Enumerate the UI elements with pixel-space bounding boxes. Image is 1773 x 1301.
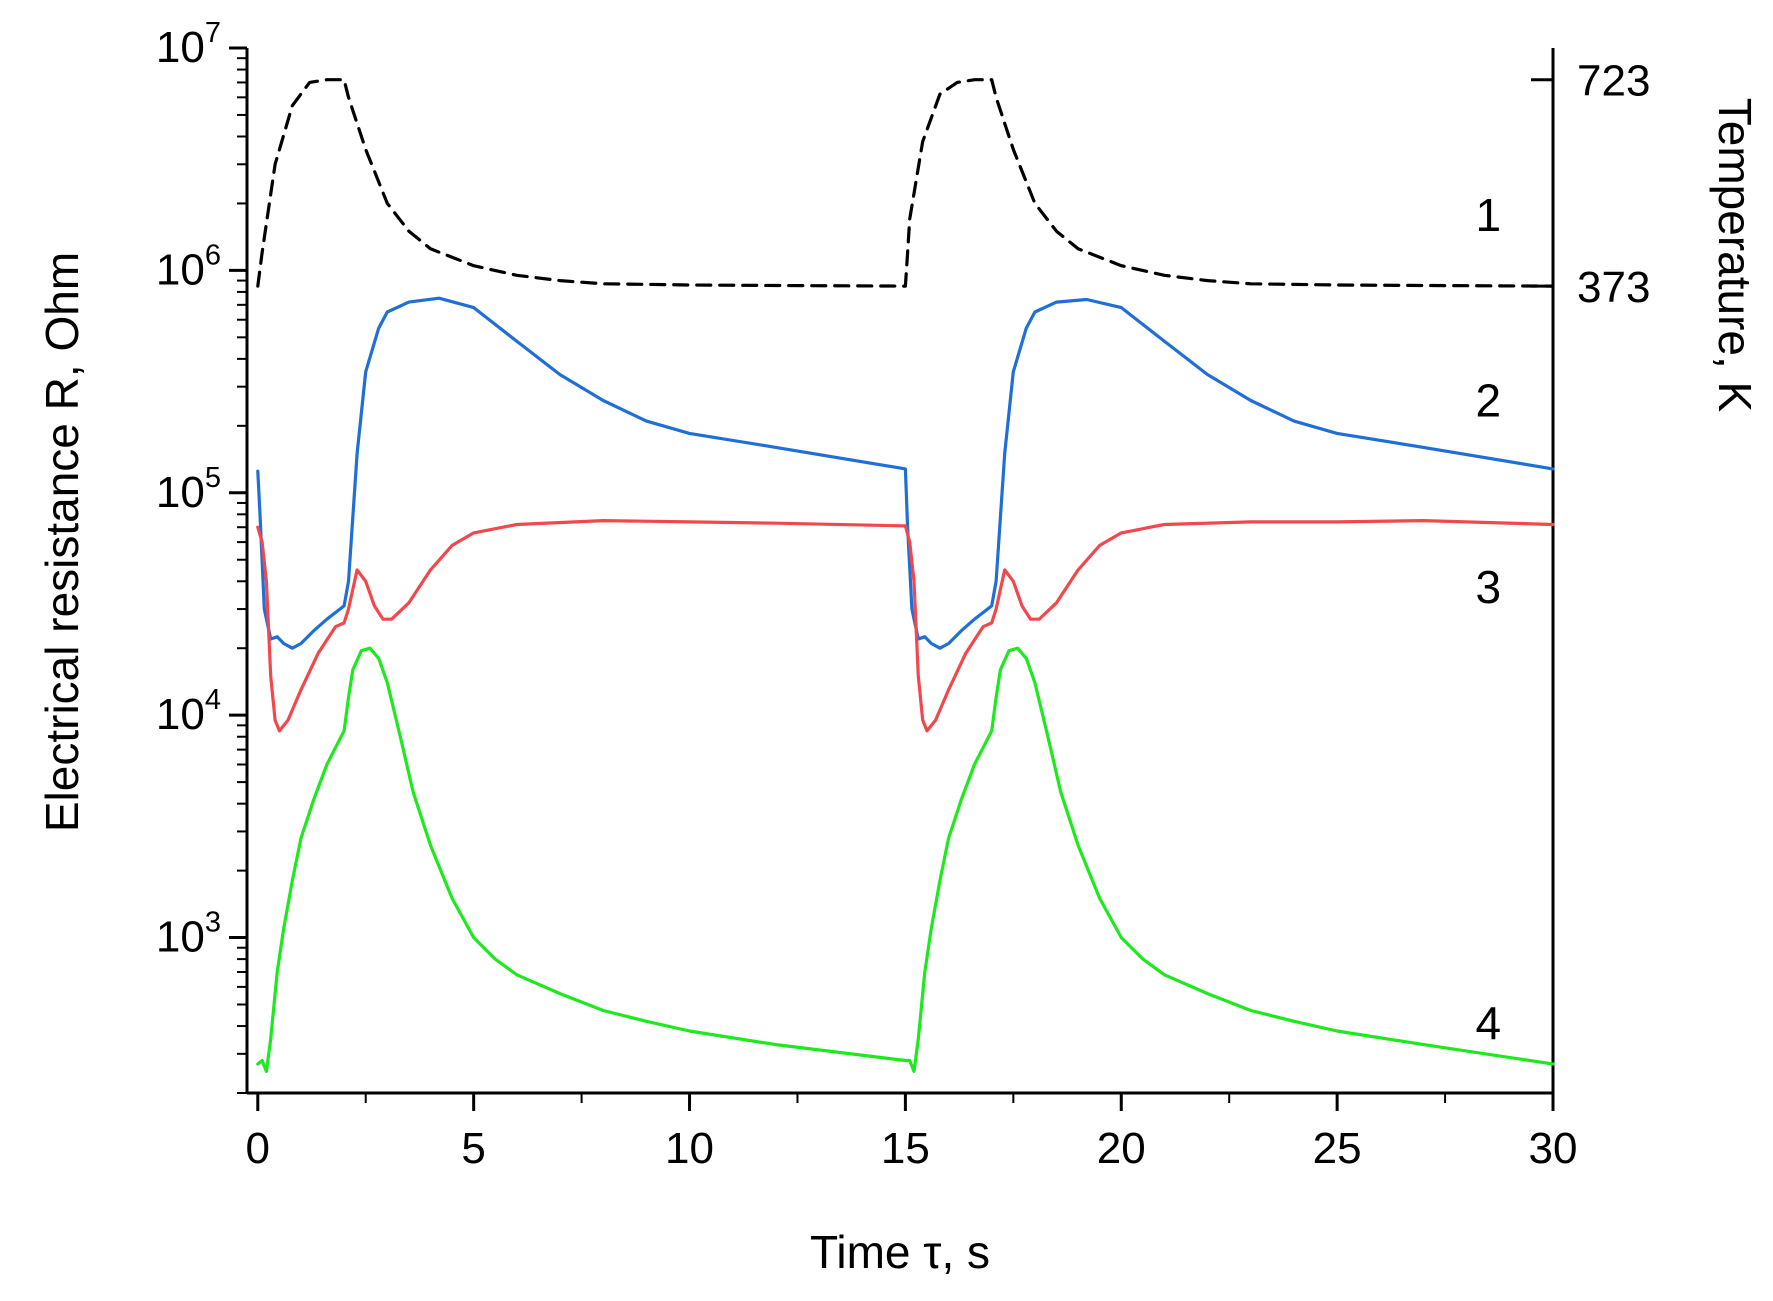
y-axis-title: Electrical resistance R, Ohm: [36, 252, 88, 832]
y-tick-label: 105: [156, 462, 221, 517]
series-1-line: [256, 78, 1555, 288]
x-tick-label: 30: [1529, 1124, 1578, 1173]
labels-layer: 1 2 3 4: [1475, 189, 1501, 1049]
x-axis-title: Time τ, s: [810, 1226, 990, 1278]
y-tick-label: 107: [156, 17, 221, 72]
x-tick-label: 15: [881, 1124, 930, 1173]
axes: 0 5 10 15 20 25 30 103 104 105 106 107 723 373: [156, 17, 1651, 1173]
series-4-line: [256, 646, 1555, 1073]
y-tick-label: 106: [156, 239, 221, 294]
x-tick-label: 25: [1313, 1124, 1362, 1173]
y-tick-label: 103: [156, 907, 221, 962]
x-tick-label: 5: [461, 1124, 485, 1173]
series-3-line: [256, 519, 1555, 733]
x-tick-label: 20: [1097, 1124, 1146, 1173]
series-4-label: 4: [1475, 997, 1501, 1049]
series-layer: [256, 78, 1555, 1073]
y2-tick-label: 373: [1577, 263, 1650, 312]
x-tick-label: 10: [665, 1124, 714, 1173]
y2-axis-title: Temperature, K: [1709, 98, 1761, 413]
y2-tick-label: 723: [1577, 57, 1650, 106]
y-tick-label: 104: [156, 684, 221, 739]
x-tick-label: 0: [246, 1124, 270, 1173]
series-1-label: 1: [1475, 189, 1501, 241]
series-2-label: 2: [1475, 375, 1501, 427]
series-3-label: 3: [1475, 561, 1501, 613]
series-2-line: [256, 296, 1555, 650]
